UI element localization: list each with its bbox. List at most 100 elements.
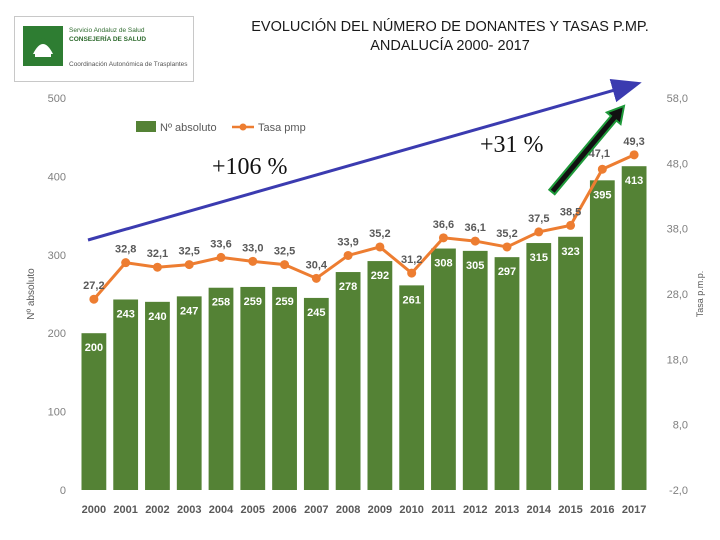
bar-value-label: 261: [402, 294, 420, 306]
y-right-tick-label: 58,0: [667, 93, 688, 105]
bar-value-label: 259: [244, 296, 262, 308]
logo-box: Servicio Andaluz de Salud CONSEJERÍA DE …: [14, 16, 194, 82]
rate-value-label: 32,8: [115, 244, 136, 256]
y-left-tick-label: 100: [48, 407, 66, 419]
y-left-tick-label: 200: [48, 328, 66, 340]
legend-line-marker: [239, 123, 247, 131]
rate-point: [280, 260, 290, 270]
rate-point: [566, 220, 576, 230]
bar: [113, 299, 139, 490]
rate-value-label: 31,2: [401, 254, 422, 266]
chart-title: EVOLUCIÓN DEL NÚMERO DE DONANTES Y TASAS…: [210, 18, 690, 56]
left-growth-annotation: +106 %: [212, 154, 288, 180]
rate-value-label: 27,2: [83, 280, 104, 292]
bar-value-label: 308: [434, 258, 452, 270]
x-tick-label: 2017: [622, 504, 646, 516]
bar-value-label: 247: [180, 305, 198, 317]
y-left-tick-label: 0: [60, 485, 66, 497]
bar: [399, 285, 425, 490]
y-left-axis-title: Nº absoluto: [26, 268, 37, 320]
x-tick-label: 2000: [82, 504, 106, 516]
bar-value-label: 413: [625, 175, 643, 187]
legend-line-label: Tasa pmp: [258, 122, 306, 134]
y-right-tick-label: -2,0: [669, 485, 688, 497]
logo-coordination: Coordinación Autonómica de Trasplantes: [69, 61, 188, 68]
chart-title-line2: ANDALUCÍA 2000- 2017: [370, 38, 530, 54]
bar-value-label: 315: [530, 252, 548, 264]
bar-value-label: 297: [498, 266, 516, 278]
rate-value-label: 49,3: [623, 136, 644, 148]
growth-trend-arrow: [87, 79, 642, 242]
rate-point: [343, 250, 353, 260]
x-tick-label: 2002: [145, 504, 169, 516]
rate-value-label: 30,4: [306, 259, 328, 271]
y-left-tick-label: 300: [48, 250, 66, 262]
rate-point: [248, 256, 258, 266]
rate-value-label: 32,5: [274, 246, 295, 258]
x-tick-label: 2001: [113, 504, 137, 516]
x-tick-label: 2015: [558, 504, 582, 516]
rate-value-label: 32,1: [147, 248, 168, 260]
bar: [272, 286, 297, 490]
x-tick-label: 2011: [432, 504, 456, 516]
bar: [81, 333, 107, 490]
bar-value-label: 323: [561, 246, 579, 258]
rate-value-label: 37,5: [528, 213, 549, 225]
rate-value-label: 36,1: [465, 222, 486, 234]
rate-value-label: 33,0: [242, 242, 263, 254]
rate-value-label: 36,6: [433, 219, 454, 231]
bar-value-label: 258: [212, 297, 230, 309]
bar: [208, 287, 234, 490]
bar: [367, 261, 393, 490]
rate-value-label: 35,2: [496, 228, 517, 240]
rate-value-label: 32,5: [179, 246, 200, 258]
rate-point: [216, 252, 226, 262]
y-right-tick-label: 8,0: [673, 420, 688, 432]
x-tick-label: 2004: [209, 504, 234, 516]
logo-org-name: Servicio Andaluz de Salud: [69, 27, 145, 34]
x-tick-label: 2008: [336, 504, 360, 516]
rate-value-label: 33,9: [337, 236, 358, 248]
x-tick-label: 2013: [495, 504, 519, 516]
x-tick-label: 2007: [304, 504, 328, 516]
rate-point: [470, 236, 480, 246]
legend-bar-label: Nº absoluto: [160, 122, 217, 134]
rate-value-label: 35,2: [369, 228, 390, 240]
bar: [526, 243, 552, 490]
bar-value-label: 305: [466, 260, 484, 272]
bar-value-label: 240: [148, 311, 166, 323]
x-tick-label: 2003: [177, 504, 201, 516]
rate-point: [534, 227, 544, 237]
rate-value-label: 33,6: [210, 238, 231, 250]
y-right-tick-label: 48,0: [667, 158, 688, 170]
legend-bar-swatch: [136, 121, 156, 132]
junta-andalucia-emblem-icon: [23, 26, 63, 66]
logo-department: CONSEJERÍA DE SALUD: [69, 36, 147, 43]
bar-value-label: 278: [339, 281, 357, 293]
x-tick-label: 2005: [241, 504, 265, 516]
bar: [176, 296, 202, 490]
bar-value-label: 259: [275, 296, 293, 308]
rate-point: [184, 260, 194, 270]
rate-point: [311, 273, 321, 283]
bar-value-label: 395: [593, 189, 611, 201]
y-left-tick-label: 500: [48, 93, 66, 105]
rate-value-label: 47,1: [589, 148, 610, 160]
bar: [303, 297, 329, 490]
recent-growth-arrow-icon: [547, 104, 626, 196]
y-right-axis-title: Tasa p.m.p.: [695, 271, 705, 318]
bar: [558, 236, 583, 490]
rate-point: [597, 164, 607, 174]
bar: [462, 250, 488, 490]
bar: [240, 286, 266, 490]
x-tick-label: 2010: [399, 504, 423, 516]
y-right-tick-label: 28,0: [667, 289, 688, 301]
y-left-tick-label: 400: [48, 171, 66, 183]
rate-point: [407, 268, 417, 278]
rate-point: [89, 294, 99, 304]
x-tick-label: 2016: [590, 504, 614, 516]
bar-value-label: 245: [307, 307, 325, 319]
bar: [589, 180, 615, 490]
x-tick-label: 2012: [463, 504, 487, 516]
